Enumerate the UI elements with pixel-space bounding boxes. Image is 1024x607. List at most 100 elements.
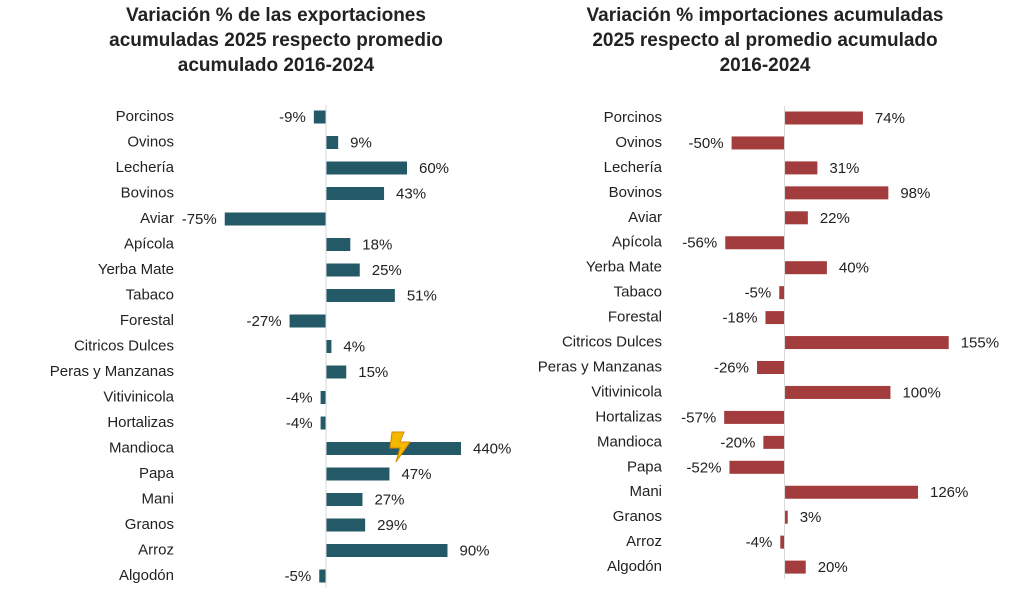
value-label: 40% bbox=[839, 260, 869, 277]
category-label: Ovinos bbox=[615, 134, 662, 151]
chart-title: Variación % importaciones acumuladas bbox=[587, 5, 944, 26]
category-label: Vitivinicola bbox=[591, 383, 662, 400]
bar bbox=[326, 238, 351, 251]
category-label: Mandioca bbox=[597, 433, 663, 450]
bar bbox=[784, 560, 806, 574]
category-label: Arroz bbox=[626, 533, 662, 550]
value-label: 440% bbox=[473, 440, 511, 457]
bar bbox=[725, 236, 785, 250]
value-label: 90% bbox=[460, 542, 490, 559]
chart-title: Variación % de las exportaciones bbox=[126, 5, 426, 26]
bar bbox=[724, 410, 785, 424]
value-label: -52% bbox=[686, 459, 721, 476]
value-label: 60% bbox=[419, 160, 449, 177]
bar bbox=[731, 136, 785, 150]
value-label: 18% bbox=[362, 236, 392, 253]
category-label: Granos bbox=[125, 516, 174, 533]
category-label: Forestal bbox=[608, 309, 662, 326]
category-label: Lechería bbox=[604, 159, 663, 176]
category-label: Yerba Mate bbox=[98, 261, 174, 278]
value-label: 9% bbox=[350, 134, 372, 151]
bar bbox=[326, 187, 385, 200]
bar bbox=[784, 336, 949, 350]
value-label: -4% bbox=[286, 389, 313, 406]
chart-title: acumuladas 2025 respecto promedio bbox=[109, 30, 443, 51]
bar bbox=[326, 263, 360, 277]
category-label: Apícola bbox=[124, 235, 175, 252]
category-label: Porcinos bbox=[116, 108, 174, 125]
value-label: 4% bbox=[343, 338, 365, 355]
bar bbox=[780, 535, 785, 549]
value-label: 47% bbox=[401, 466, 431, 483]
bar bbox=[757, 361, 785, 374]
value-label: 20% bbox=[818, 559, 848, 576]
bar bbox=[326, 136, 339, 149]
category-label: Hortalizas bbox=[107, 414, 174, 431]
chart-title: 2025 respecto al promedio acumulado bbox=[592, 30, 937, 51]
category-label: Mani bbox=[141, 490, 174, 507]
value-label: -50% bbox=[689, 135, 724, 152]
value-label: 98% bbox=[900, 185, 930, 202]
value-label: -9% bbox=[279, 109, 306, 126]
value-label: 25% bbox=[372, 262, 402, 279]
bar bbox=[320, 391, 326, 404]
bar bbox=[326, 518, 366, 532]
bar bbox=[326, 289, 395, 302]
category-label: Yerba Mate bbox=[586, 259, 662, 276]
axis-break-icon bbox=[389, 431, 411, 463]
bar bbox=[784, 385, 891, 399]
value-label: -57% bbox=[681, 409, 716, 426]
bar bbox=[784, 261, 827, 275]
value-label: -26% bbox=[714, 359, 749, 376]
category-label: Forestal bbox=[120, 312, 174, 329]
value-label: 31% bbox=[829, 160, 859, 177]
category-label: Peras y Manzanas bbox=[538, 358, 662, 375]
value-label: 74% bbox=[875, 110, 905, 127]
value-label: -4% bbox=[286, 415, 313, 432]
value-label: -75% bbox=[182, 211, 217, 228]
category-label: Mani bbox=[629, 483, 662, 500]
category-label: Peras y Manzanas bbox=[50, 363, 174, 380]
chart-title: acumulado 2016-2024 bbox=[178, 55, 375, 76]
value-label: -5% bbox=[285, 568, 312, 585]
bar bbox=[313, 110, 326, 124]
category-label: Tabaco bbox=[614, 284, 662, 301]
value-label: 29% bbox=[377, 517, 407, 534]
category-label: Vitivinicola bbox=[103, 388, 174, 405]
bar bbox=[763, 435, 785, 449]
value-label: 27% bbox=[374, 491, 404, 508]
category-label: Arroz bbox=[138, 541, 174, 558]
value-label: 100% bbox=[902, 384, 940, 401]
value-label: -4% bbox=[746, 534, 773, 551]
value-label: -27% bbox=[247, 313, 282, 330]
category-label: Bovinos bbox=[609, 184, 662, 201]
category-label: Bovinos bbox=[121, 184, 174, 201]
bar bbox=[326, 493, 363, 506]
bar bbox=[784, 186, 889, 200]
category-label: Granos bbox=[613, 508, 662, 525]
category-label: Papa bbox=[627, 458, 663, 475]
bar bbox=[729, 460, 785, 474]
value-label: 3% bbox=[800, 509, 822, 526]
bar bbox=[784, 161, 818, 175]
category-label: Citricos Dulces bbox=[562, 334, 662, 351]
value-label: 155% bbox=[961, 335, 999, 352]
bar bbox=[224, 212, 326, 226]
bar bbox=[289, 314, 326, 328]
value-label: -5% bbox=[745, 285, 772, 302]
category-label: Porcinos bbox=[604, 109, 662, 126]
category-label: Apícola bbox=[612, 234, 663, 251]
category-label: Papa bbox=[139, 465, 175, 482]
bar bbox=[784, 111, 863, 125]
category-label: Algodón bbox=[119, 567, 174, 584]
category-label: Citricos Dulces bbox=[74, 337, 174, 354]
bar bbox=[784, 485, 918, 499]
bar bbox=[326, 365, 347, 379]
bar bbox=[765, 311, 785, 325]
value-label: 15% bbox=[358, 364, 388, 381]
bars-left bbox=[224, 110, 461, 583]
category-label: Mandioca bbox=[109, 439, 175, 456]
value-label: 43% bbox=[396, 185, 426, 202]
bar bbox=[326, 340, 332, 353]
category-label: Aviar bbox=[140, 210, 174, 227]
